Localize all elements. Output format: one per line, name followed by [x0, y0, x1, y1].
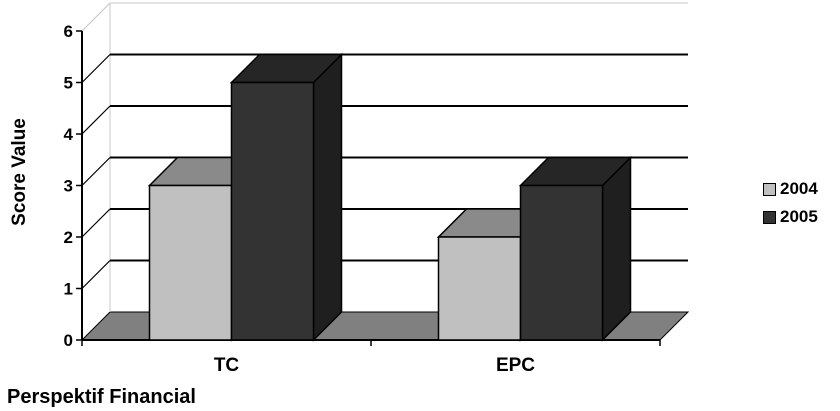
bar-tc-2005	[232, 55, 342, 341]
gridline-side	[82, 106, 110, 134]
y-tick-label: 5	[64, 74, 73, 93]
x-tick-labels: TC EPC	[214, 355, 535, 376]
y-tick-label: 6	[64, 22, 73, 41]
gridline-side	[82, 3, 110, 31]
bar-side	[603, 158, 631, 341]
legend-label-2004: 2004	[780, 179, 818, 199]
gridline-side	[82, 158, 110, 186]
legend-swatch-2004	[763, 183, 776, 196]
y-tick-labels: 0 1 2 3 4 5 6	[64, 22, 74, 350]
gridline-side	[82, 209, 110, 237]
gridline-side	[82, 261, 110, 289]
bars	[150, 55, 631, 341]
legend-label-2005: 2005	[780, 207, 818, 227]
y-tick-label: 1	[64, 280, 73, 299]
y-tick-label: 4	[64, 125, 74, 144]
x-tick-label-tc: TC	[214, 355, 240, 376]
bar-side	[314, 55, 342, 341]
bar-epc-2005	[521, 158, 631, 341]
bar-front	[232, 83, 314, 341]
legend-item-2004: 2004	[763, 175, 818, 203]
x-tick-label-epc: EPC	[496, 355, 535, 376]
legend-item-2005: 2005	[763, 203, 818, 231]
y-axis-title: Score Value	[9, 118, 30, 226]
legend: 2004 2005	[763, 175, 818, 231]
legend-swatch-2005	[763, 211, 776, 224]
y-tick-label: 0	[64, 331, 73, 350]
bar-front	[521, 186, 603, 341]
x-axis-title: Perspektif Financial	[7, 386, 196, 408]
y-tick-label: 3	[64, 177, 73, 196]
bar-front	[150, 186, 232, 341]
y-tick-label: 2	[64, 228, 73, 247]
gridline-side	[82, 55, 110, 83]
bar-front	[439, 237, 521, 340]
